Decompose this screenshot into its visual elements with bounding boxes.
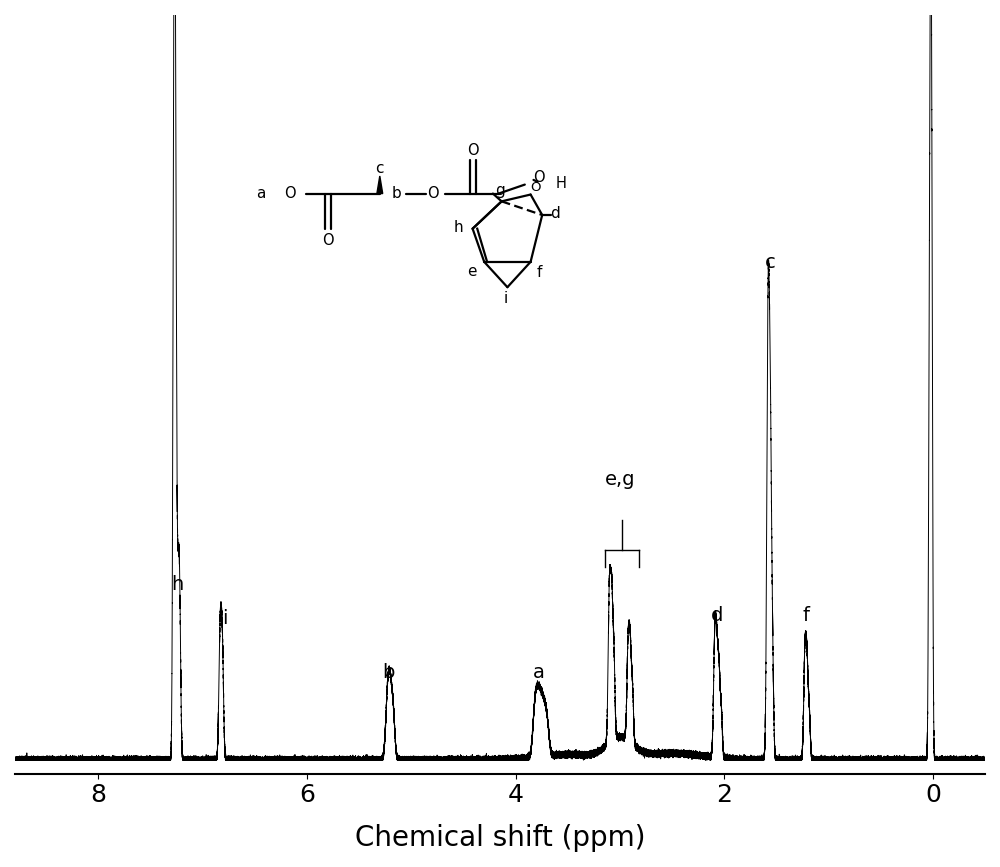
Text: e,g: e,g xyxy=(605,470,635,489)
Text: i: i xyxy=(504,291,508,306)
Text: g: g xyxy=(496,183,505,199)
Text: O: O xyxy=(322,233,333,248)
Text: f: f xyxy=(802,605,809,624)
Text: H: H xyxy=(555,176,566,192)
Text: d: d xyxy=(711,605,723,624)
Text: O: O xyxy=(467,143,478,158)
Text: h: h xyxy=(172,575,184,594)
Text: e: e xyxy=(467,264,476,279)
Text: O: O xyxy=(530,181,540,194)
Polygon shape xyxy=(377,176,383,193)
Text: c: c xyxy=(765,253,776,272)
Text: f: f xyxy=(537,265,542,280)
Text: O: O xyxy=(284,186,296,201)
Text: d: d xyxy=(550,205,560,220)
Text: O: O xyxy=(427,186,439,201)
Text: i: i xyxy=(222,609,227,628)
X-axis label: Chemical shift (ppm): Chemical shift (ppm) xyxy=(355,824,645,852)
Text: a: a xyxy=(256,186,266,201)
Text: c: c xyxy=(376,160,384,176)
Text: O: O xyxy=(533,171,545,186)
Text: a: a xyxy=(533,663,545,682)
Text: b: b xyxy=(391,186,401,201)
Text: b: b xyxy=(382,663,395,682)
Text: h: h xyxy=(453,220,463,235)
